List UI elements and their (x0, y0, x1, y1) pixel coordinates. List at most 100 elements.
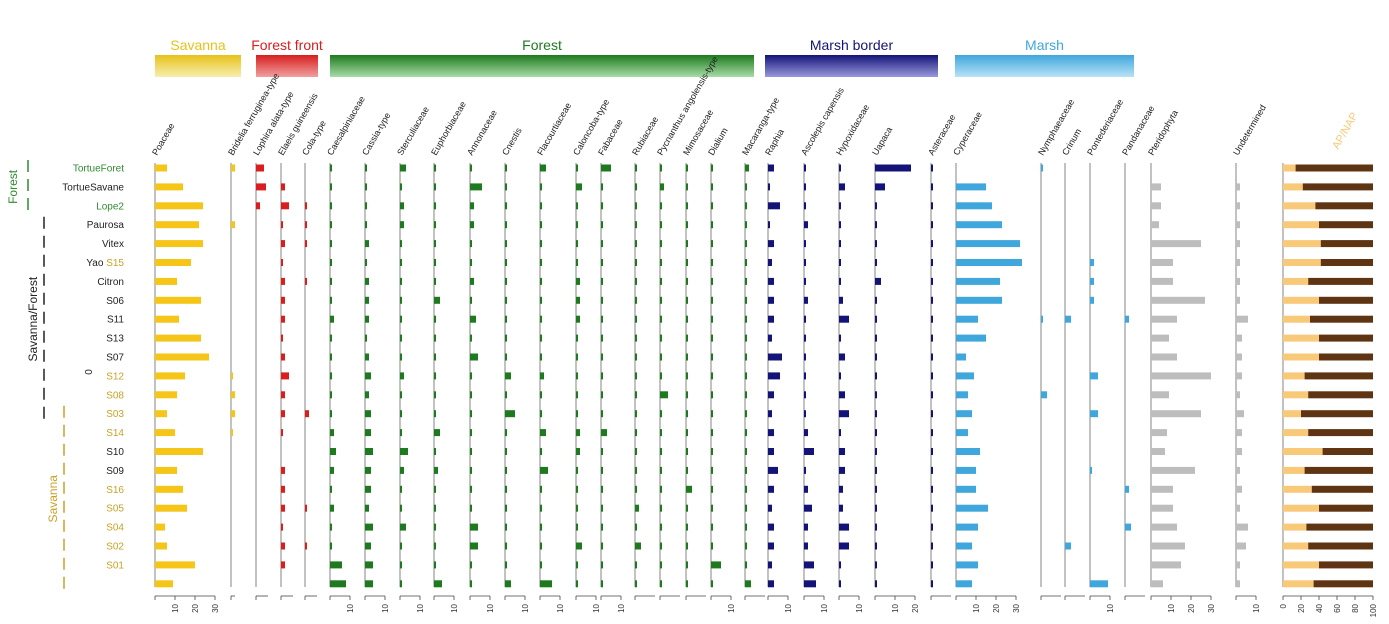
taxon-bar (635, 372, 637, 380)
taxon-bar (956, 277, 1000, 285)
taxon-bar (365, 372, 371, 380)
taxon-bar (155, 391, 177, 399)
taxon-bar (540, 542, 542, 550)
taxon-bar (505, 259, 507, 266)
taxon-bar (540, 277, 542, 285)
nap-bar (1311, 485, 1373, 493)
taxon-bar (1090, 296, 1094, 304)
taxon-bar (601, 372, 603, 380)
taxon-panel: Flacourtiaceae 10 (535, 101, 573, 613)
taxon-bar (875, 202, 877, 210)
taxon-panel: Lophira alata-type (251, 90, 296, 600)
taxon-bar (660, 504, 662, 512)
taxon-bar (155, 221, 199, 229)
taxon-bar (281, 466, 285, 474)
ap-bar (1283, 542, 1309, 550)
taxon-panel: Cassia-type 10 (360, 111, 392, 613)
taxon-name: Pontederiaceae (1085, 97, 1125, 157)
taxon-bar (660, 259, 662, 266)
taxon-bar (931, 259, 933, 266)
taxon-name: Poaceae (150, 121, 176, 157)
taxon-bar (576, 448, 580, 455)
ap-bar (1283, 164, 1296, 172)
taxon-bar (711, 296, 713, 304)
taxon-bar (365, 561, 373, 569)
taxon-bar (660, 466, 662, 474)
sample-label: S06 (106, 296, 124, 307)
taxon-bar (711, 391, 713, 399)
taxon-bar (1065, 315, 1071, 323)
taxon-bar (470, 259, 472, 266)
taxon-bar (931, 410, 933, 418)
taxon-bar (875, 240, 877, 248)
taxon-bar (956, 372, 974, 380)
taxon-bar (470, 391, 472, 399)
taxon-bar (1151, 410, 1201, 418)
taxon-bar (768, 391, 774, 399)
taxon-bar (686, 240, 688, 248)
taxon-bar (956, 202, 992, 210)
taxon-bar (686, 372, 688, 380)
taxon-bar (281, 561, 285, 569)
taxon-bar (660, 221, 662, 229)
ap-bar (1283, 561, 1319, 569)
taxon-bar (540, 504, 542, 512)
taxon-bar (686, 277, 688, 285)
taxon-bar (1090, 372, 1098, 380)
taxon-bar (875, 391, 877, 399)
nap-bar (1301, 410, 1373, 418)
taxon-bar (1090, 580, 1108, 588)
taxon-bar (931, 448, 933, 455)
taxon-bar (635, 429, 637, 437)
taxon-bar (711, 334, 713, 342)
taxon-bar (745, 561, 747, 569)
taxon-bar (686, 315, 688, 323)
taxon-bar (470, 448, 472, 455)
taxon-bar (1151, 202, 1161, 210)
taxon-bar (1151, 183, 1161, 191)
taxon-bar (400, 259, 402, 266)
taxon-bar (400, 240, 402, 248)
taxon-bar (1236, 580, 1240, 588)
taxon-bar (1151, 485, 1173, 493)
taxon-bar (470, 561, 472, 569)
nap-bar (1319, 561, 1373, 569)
taxon-bar (711, 410, 713, 418)
taxon-bar (540, 315, 542, 323)
taxon-bar (576, 202, 578, 210)
taxon-bar (804, 221, 808, 229)
zone-marker: 0 (84, 369, 95, 375)
taxon-bar (745, 504, 747, 512)
taxon-bar (155, 542, 167, 550)
taxon-name: Annonaceae (465, 108, 499, 157)
taxon-bar (768, 410, 772, 418)
taxon-bar (540, 296, 542, 304)
taxon-bar (281, 353, 285, 361)
taxon-bar (1151, 277, 1173, 285)
taxon-bar (601, 485, 603, 493)
taxon-bar (1151, 542, 1185, 550)
taxon-bar (686, 466, 688, 474)
taxon-bar (540, 448, 542, 455)
taxon-bar (635, 240, 637, 248)
taxon-bar (768, 334, 772, 342)
taxon-bar (931, 315, 933, 323)
taxon-bar (660, 580, 662, 588)
taxon-bar (1151, 259, 1173, 266)
taxon-bar (505, 429, 507, 437)
sample-label-extra: S15 (103, 258, 124, 269)
taxon-bar (281, 410, 285, 418)
taxon-bar (330, 561, 342, 569)
taxon-bar (256, 183, 266, 191)
taxon-bar (330, 277, 332, 285)
taxon-bar (768, 183, 770, 191)
taxon-bar (365, 485, 371, 493)
taxon-bar (804, 240, 806, 248)
taxon-bar (470, 202, 474, 210)
taxon-bar (660, 240, 662, 248)
taxon-bar (155, 183, 183, 191)
taxon-bar (281, 259, 283, 266)
taxon-bar (1236, 183, 1240, 191)
taxon-bar (434, 391, 436, 399)
taxon-bar (1236, 485, 1242, 493)
